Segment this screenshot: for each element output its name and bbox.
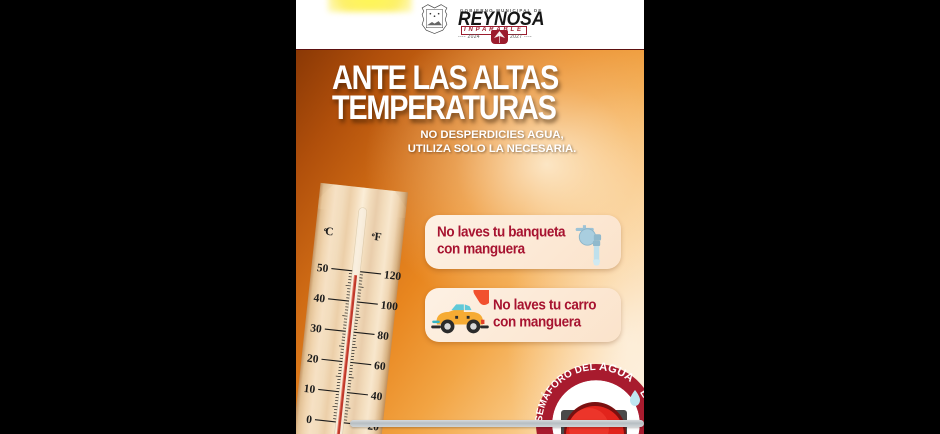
svg-text:60: 60 (373, 360, 386, 373)
svg-text:80: 80 (377, 330, 390, 343)
svg-text:40: 40 (313, 292, 326, 305)
svg-text:120: 120 (383, 269, 402, 283)
svg-text:40: 40 (370, 390, 383, 403)
svg-text:F: F (374, 231, 382, 244)
svg-text:10: 10 (303, 383, 316, 396)
svg-text:C: C (325, 226, 335, 239)
svg-text:0: 0 (305, 414, 312, 427)
svg-text:50: 50 (316, 262, 329, 275)
svg-text:20: 20 (306, 353, 319, 366)
svg-text:100: 100 (380, 300, 399, 314)
svg-text:30: 30 (310, 322, 323, 335)
